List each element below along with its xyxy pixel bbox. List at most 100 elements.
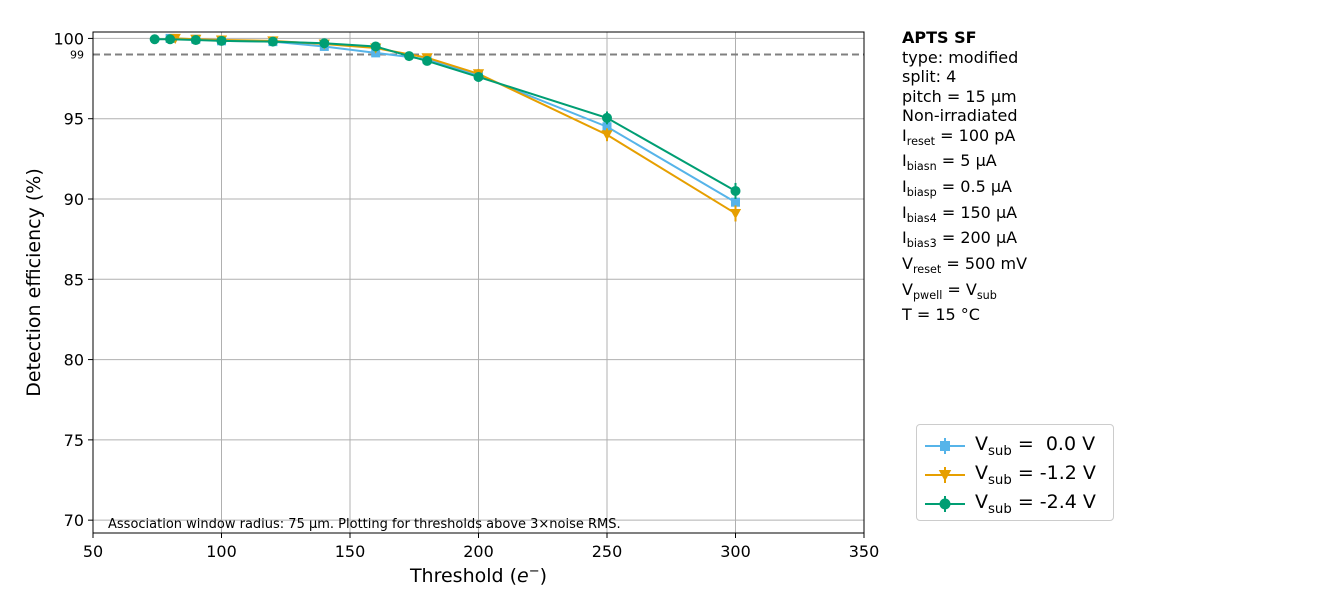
parameter-line: T = 15 °C (902, 305, 1027, 325)
data-point (216, 35, 227, 46)
legend-var: V (975, 462, 988, 485)
y-tick-label: 80 (64, 351, 84, 370)
legend-label: Vsub = -1.2 V (975, 462, 1096, 488)
series-line (175, 37, 737, 215)
series-line (170, 37, 737, 204)
data-point (422, 55, 433, 66)
parameter-sub: pwell (912, 288, 943, 302)
grid-lines (93, 32, 864, 533)
parameter-text: type: modified (902, 47, 1019, 67)
parameter-line: Ibias3 = 200 µA (902, 228, 1027, 254)
parameter-line: Non-irradiated (902, 106, 1027, 126)
parameter-sub: bias3 (906, 237, 937, 251)
legend: Vsub = 0.0 V Vsub = -1.2 V Vsub = -2.4 V (916, 424, 1114, 521)
legend-var: V (975, 433, 988, 456)
x-tick-label: 50 (83, 542, 103, 561)
parameter-var: I (902, 125, 907, 145)
data-point (731, 197, 740, 207)
x-tick-label: 300 (720, 542, 751, 561)
parameter-line: type: modified (902, 48, 1027, 68)
data-point (267, 36, 278, 47)
parameter-var: I (902, 151, 907, 171)
legend-sub: sub (988, 501, 1012, 517)
x-tick-label: 250 (592, 542, 623, 561)
parameter-var: V (902, 253, 913, 273)
parameter-line: Ibiasp = 0.5 µA (902, 177, 1027, 203)
legend-value: = -1.2 V (1011, 462, 1096, 485)
parameter-line: Ibiasn = 5 µA (902, 151, 1027, 177)
parameter-rest: = 200 µA (936, 228, 1018, 248)
parameter-text: pitch = 15 µm (902, 86, 1017, 106)
parameter-rest: = (942, 279, 966, 299)
parameter-rest: = 0.5 µA (936, 176, 1012, 196)
parameter-title: APTS SF (902, 28, 977, 47)
parameter-line: pitch = 15 µm (902, 87, 1027, 107)
x-tick-label: 200 (463, 542, 494, 561)
y-tick-label: 90 (64, 190, 84, 209)
data-point (404, 51, 415, 62)
parameter-sub: bias4 (906, 211, 937, 225)
parameter-var: T (902, 305, 912, 325)
legend-sub: sub (988, 472, 1012, 488)
x-tick-label: 100 (206, 542, 237, 561)
data-point (602, 112, 612, 123)
x-tick-label: 350 (849, 542, 880, 561)
parameter-sub2: sub (976, 288, 997, 302)
legend-value: = 0.0 V (1011, 433, 1096, 456)
y-axis-title: Detection efficiency (%) (23, 168, 45, 396)
y-tick-label: 100 (53, 29, 84, 48)
legend-swatch-marker (938, 470, 952, 482)
data-point (319, 38, 330, 49)
parameter-rest: = 15 °C (911, 305, 980, 325)
series-line (154, 38, 736, 192)
y-tick-label: 75 (64, 431, 84, 450)
data-point (370, 41, 381, 52)
parameter-line: Ireset = 100 pA (902, 126, 1027, 152)
series-0 (165, 33, 740, 211)
data-point (730, 185, 741, 196)
parameter-line: split: 4 (902, 67, 1027, 87)
legend-item: Vsub = -1.2 V (925, 460, 1096, 490)
parameter-var2: V (965, 279, 977, 299)
legend-item: Vsub = -2.4 V (925, 489, 1096, 519)
data-point (473, 71, 484, 82)
x-tick-label: 150 (335, 542, 366, 561)
y-tick-label: 70 (64, 511, 84, 530)
legend-label: Vsub = -2.4 V (975, 491, 1096, 517)
legend-swatch (925, 496, 965, 512)
series-group (149, 33, 742, 222)
parameter-text: Non-irradiated (902, 106, 1018, 125)
parameter-line: Ibias4 = 150 µA (902, 203, 1027, 229)
data-point (165, 34, 176, 45)
legend-var: V (975, 491, 988, 514)
data-point (149, 34, 160, 45)
data-point (601, 130, 613, 141)
parameter-line: Vreset = 500 mV (902, 254, 1027, 280)
parameter-var: V (902, 279, 913, 299)
parameter-var: I (902, 228, 907, 248)
parameter-var: I (902, 202, 907, 222)
legend-label: Vsub = 0.0 V (975, 433, 1095, 459)
parameter-rest: = 500 mV (941, 253, 1028, 273)
data-point (602, 122, 612, 132)
legend-sub: sub (988, 443, 1012, 459)
parameter-sub: reset (912, 263, 942, 277)
parameter-panel: APTS SF type: modified split: 4 pitch = 15… (902, 28, 1027, 325)
legend-swatch (925, 438, 965, 454)
legend-swatch-marker (939, 498, 951, 510)
parameter-var: I (902, 176, 907, 196)
parameter-rest: = 100 pA (935, 125, 1016, 145)
y-tick-label: 85 (64, 270, 84, 289)
data-point (190, 35, 201, 46)
parameter-rest: = 5 µA (936, 151, 997, 171)
reference-line-label: 99 (70, 48, 84, 61)
parameter-rest: = 150 µA (936, 202, 1018, 222)
x-axis-title: Threshold (e−) (409, 564, 547, 587)
legend-swatch-marker (940, 441, 950, 451)
parameter-sub: reset (906, 134, 936, 148)
parameter-sub: biasn (906, 160, 937, 174)
parameter-text: split: 4 (902, 67, 957, 86)
parameter-sub: biasp (906, 186, 937, 200)
